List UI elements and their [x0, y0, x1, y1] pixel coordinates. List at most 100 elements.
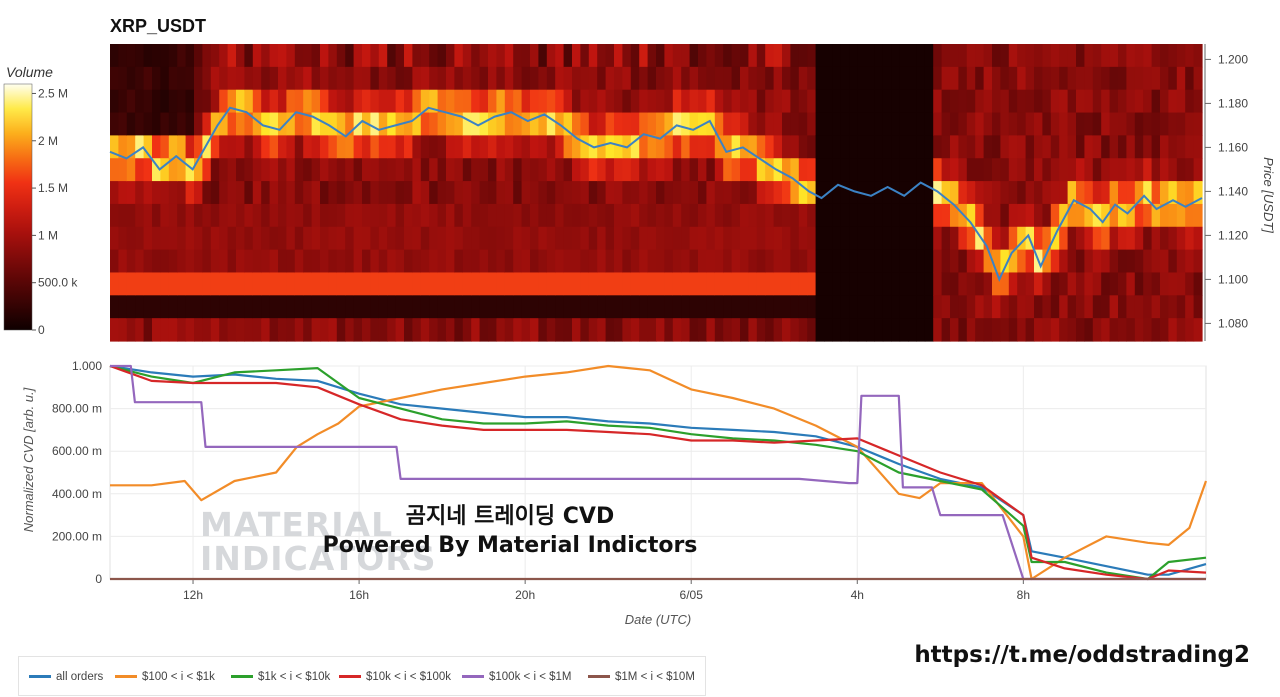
heatmap-cell [353, 135, 363, 159]
heatmap-cell [605, 318, 615, 342]
heatmap-cell [1151, 318, 1161, 342]
heatmap-cell [924, 89, 934, 114]
heatmap-cell [252, 89, 262, 114]
heatmap-cell [622, 249, 632, 274]
heatmap-cell [294, 135, 304, 159]
heatmap-cell [916, 135, 926, 159]
heatmap-cell [941, 181, 951, 205]
heatmap-cell [656, 66, 665, 91]
heatmap-cell [160, 249, 170, 274]
heatmap-cell [530, 295, 539, 319]
heatmap-cell [857, 249, 867, 274]
heatmap-cell [462, 181, 472, 205]
heatmap-cell [950, 181, 959, 205]
heatmap-cell [252, 44, 262, 68]
heatmap-cell [1008, 135, 1018, 159]
cvd-series-line [109, 364, 1207, 576]
heatmap-cell [950, 318, 959, 342]
heatmap-cell [1034, 272, 1043, 296]
heatmap-cell [563, 112, 573, 136]
heatmap-cell [194, 89, 203, 114]
heatmap-cell [353, 318, 363, 342]
heatmap-cell [286, 112, 296, 136]
heatmap-cell [866, 249, 875, 274]
heatmap-cell [185, 295, 195, 319]
heatmap-cell [538, 226, 548, 251]
heatmap-cell [1101, 158, 1111, 182]
heatmap-cell [1185, 249, 1195, 274]
heatmap-cell [899, 66, 909, 91]
heatmap-cell [824, 272, 833, 296]
legend-item[interactable]: $100 < i < $1k [115, 671, 215, 683]
heatmap-cell [504, 158, 514, 182]
heatmap-cell [647, 318, 657, 342]
heatmap-cell [882, 295, 892, 319]
heatmap-cell [1059, 295, 1069, 319]
heatmap-cell [429, 226, 439, 251]
heatmap-cell [387, 158, 397, 182]
heatmap-cell [538, 112, 548, 136]
heatmap-cell [714, 318, 724, 342]
heatmap-cell [824, 203, 833, 228]
heatmap-cell [437, 226, 447, 251]
heatmap-cell [866, 181, 875, 205]
heatmap-cell [118, 66, 128, 91]
legend-item[interactable]: $10k < i < $100k [339, 671, 451, 683]
heatmap-cell [1034, 158, 1043, 182]
price-line [109, 106, 1203, 282]
heatmap-cell [110, 295, 119, 319]
heatmap-cell [1034, 181, 1043, 205]
heatmap-cell [1067, 249, 1077, 274]
legend-item[interactable]: $1M < i < $10M [588, 671, 695, 683]
heatmap-cell [437, 249, 447, 274]
heatmap-cell [916, 112, 926, 136]
heatmap-cell [1126, 226, 1136, 251]
heatmap-cell [244, 89, 254, 114]
heatmap-cell [177, 89, 187, 114]
heatmap-cell [790, 318, 800, 342]
heatmap-cell [471, 295, 481, 319]
heatmap-cell [924, 158, 934, 182]
heatmap-cell [1076, 249, 1085, 274]
legend-item[interactable]: all orders [29, 671, 103, 683]
heatmap-cell [387, 295, 397, 319]
heatmap-cell [143, 181, 153, 205]
heatmap-cell [1151, 66, 1161, 91]
heatmap-cell [580, 112, 590, 136]
heatmap-cell [1101, 249, 1111, 274]
heatmap-cell [698, 226, 707, 251]
heatmap-cell [462, 272, 472, 296]
heatmap-cell [1101, 181, 1111, 205]
heatmap-cell [899, 158, 909, 182]
heatmap-cell [773, 249, 783, 274]
heatmap-cell [580, 44, 590, 68]
heatmap-cell [1118, 44, 1127, 68]
heatmap-cell [1160, 158, 1169, 182]
heatmap-cell [874, 135, 884, 159]
heatmap-cell [706, 249, 716, 274]
heatmap-cell [353, 226, 363, 251]
heatmap-cell [387, 318, 397, 342]
heatmap-cell [1109, 158, 1119, 182]
heatmap-cell [1143, 135, 1153, 159]
heatmap-cell [370, 226, 380, 251]
heatmap-cell [311, 295, 321, 319]
heatmap-cell [765, 295, 775, 319]
heatmap-cell [840, 226, 850, 251]
telegram-link[interactable]: https://t.me/oddstrading2 [914, 642, 1250, 668]
heatmap-cell [252, 112, 262, 136]
heatmap-cell [488, 181, 497, 205]
heatmap-cell [614, 89, 623, 114]
heatmap-cell [496, 295, 506, 319]
heatmap-cell [605, 135, 615, 159]
heatmap-cell [874, 203, 884, 228]
heatmap-cell [1000, 135, 1010, 159]
heatmap-cell [882, 44, 892, 68]
heatmap-cell [118, 295, 128, 319]
heatmap-cell [882, 272, 892, 296]
heatmap-cell [1076, 44, 1085, 68]
legend-item[interactable]: $1k < i < $10k [231, 671, 330, 683]
heatmap-cell [244, 181, 254, 205]
heatmap-cell [1126, 203, 1136, 228]
legend-item[interactable]: $100k < i < $1M [462, 671, 571, 683]
